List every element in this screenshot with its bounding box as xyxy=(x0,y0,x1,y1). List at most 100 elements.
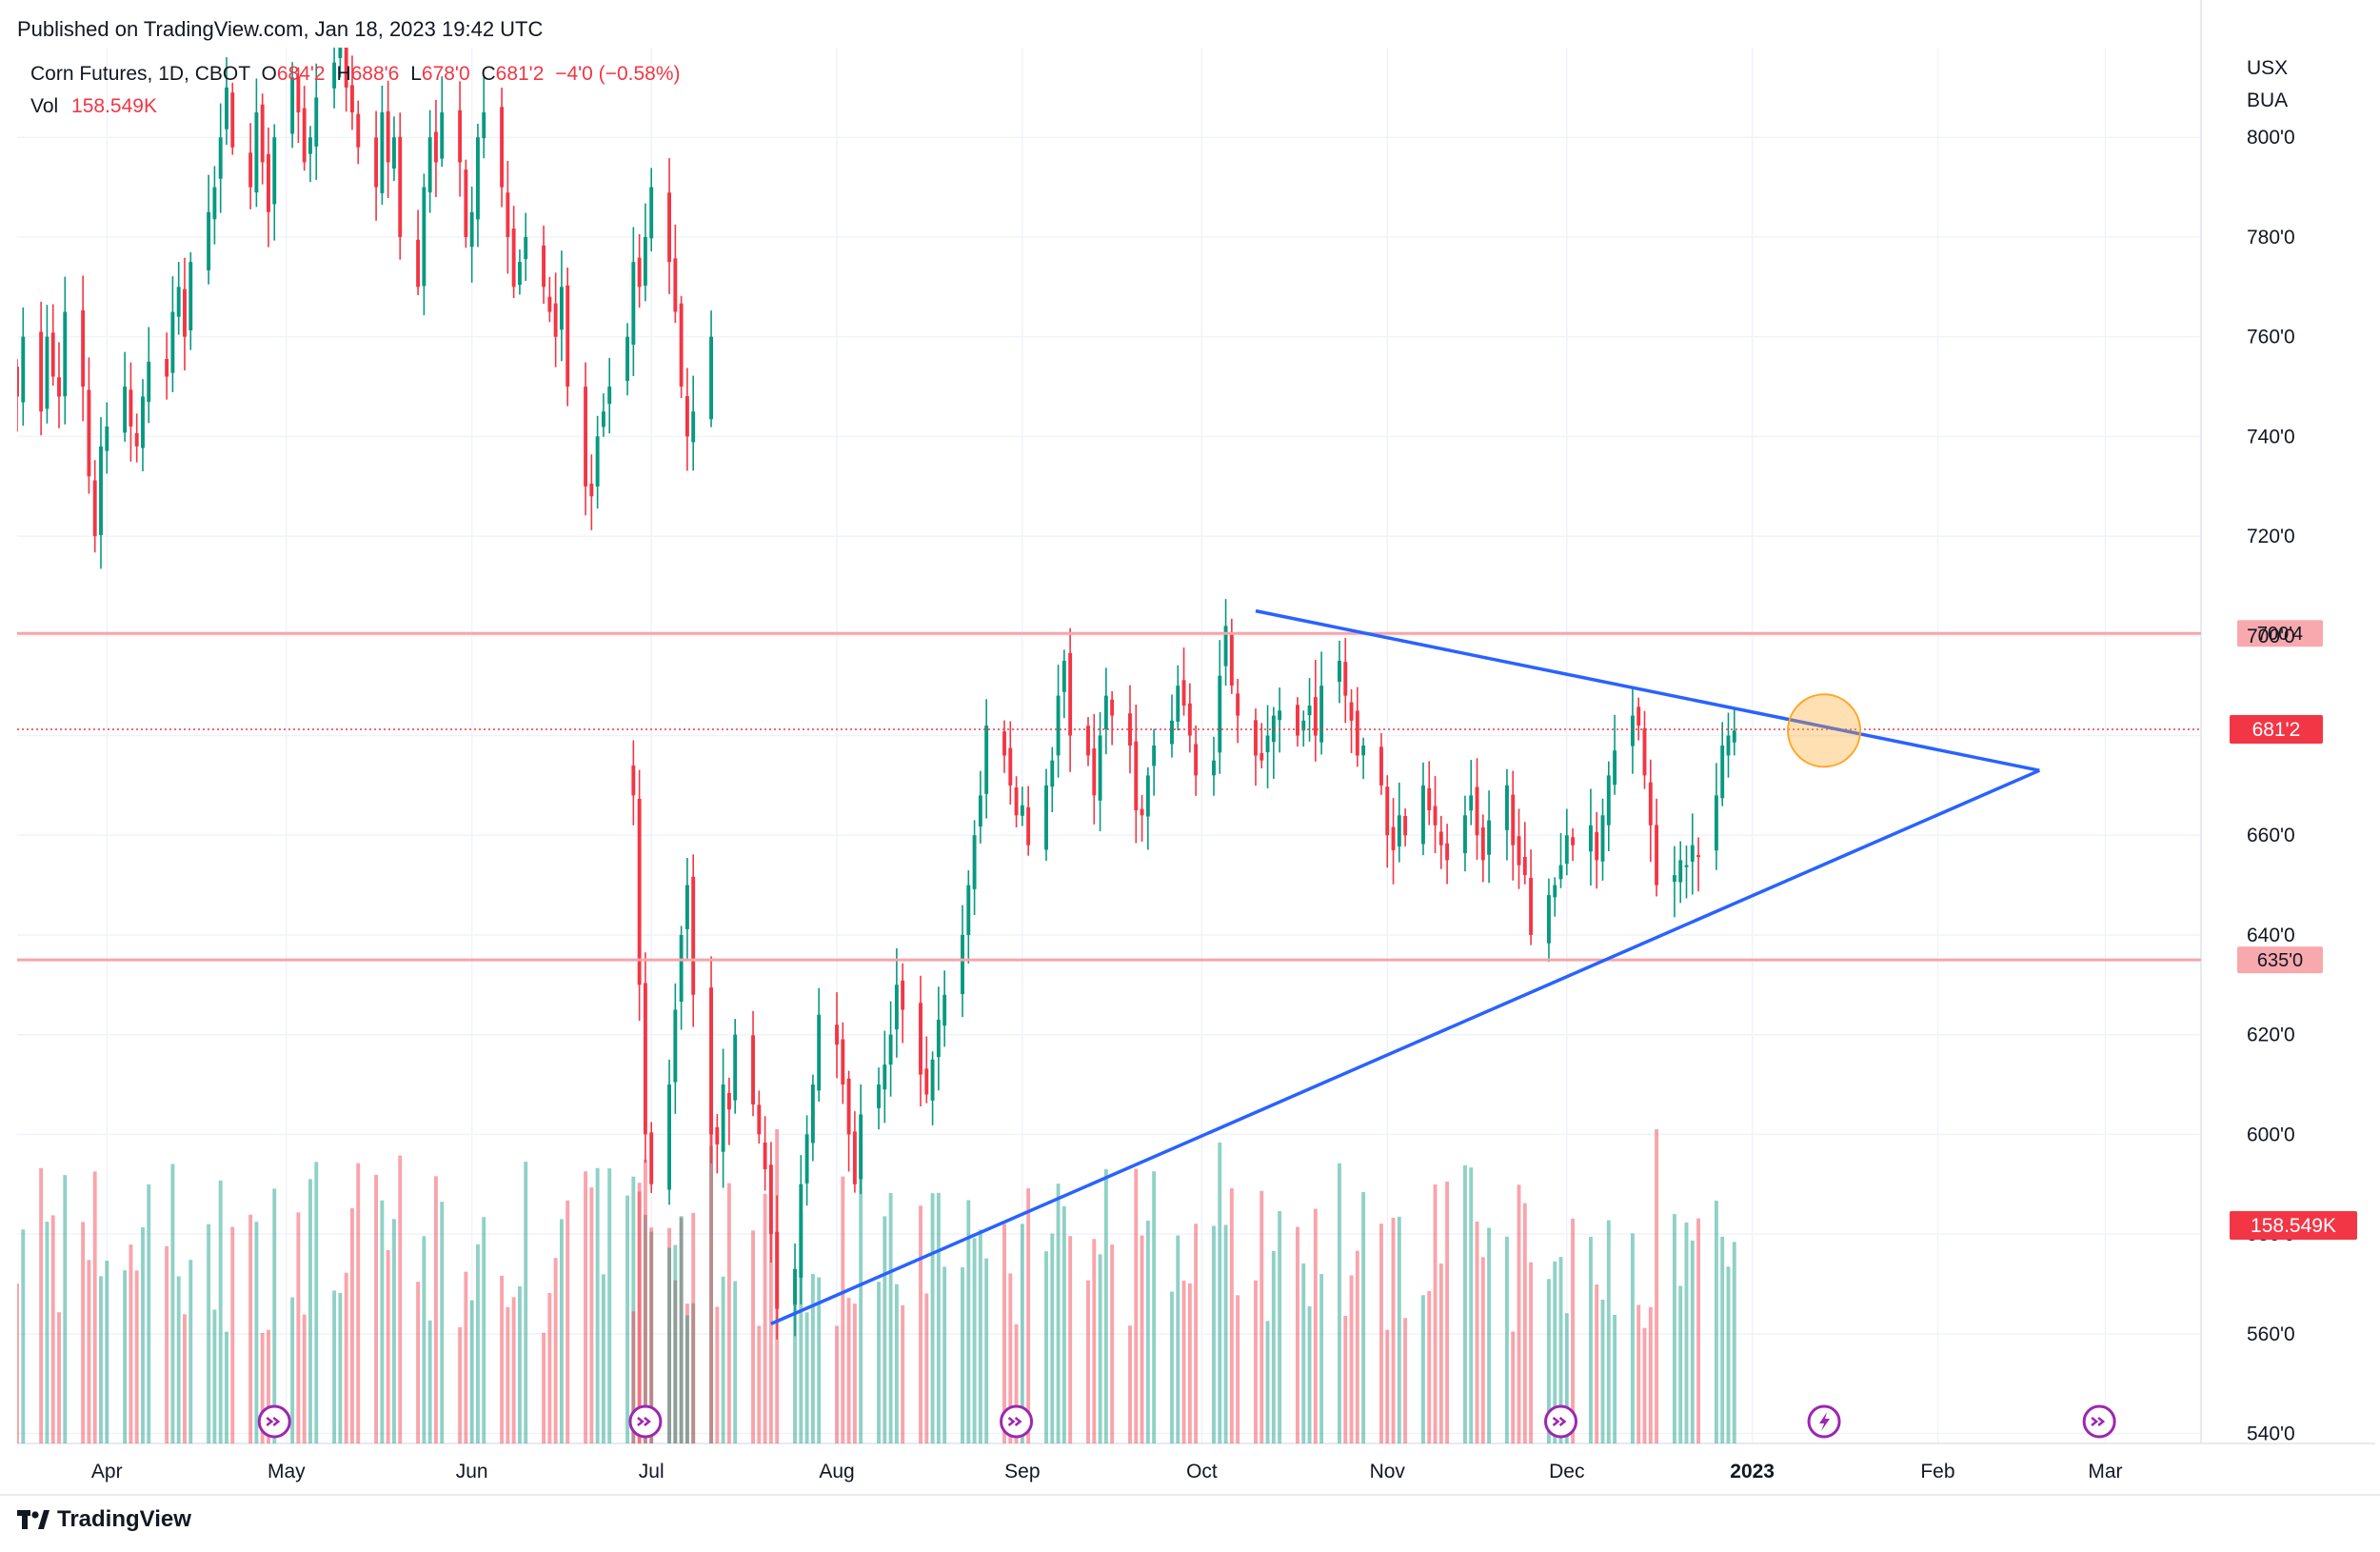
symbol-title[interactable]: Corn Futures, 1D, CBOT xyxy=(30,63,250,85)
volume-bar xyxy=(1338,1163,1341,1443)
volume-bar xyxy=(1026,1187,1031,1443)
volume-bar xyxy=(392,1219,396,1443)
volume-bar xyxy=(673,1244,678,1443)
candle xyxy=(883,1065,887,1090)
candle xyxy=(183,289,187,337)
candle xyxy=(1086,726,1090,756)
volume-bar xyxy=(1655,1129,1659,1443)
price-tick-label: 640'0 xyxy=(2247,925,2295,946)
candle xyxy=(1732,730,1736,743)
volume-bar xyxy=(649,1231,654,1443)
report-event-icon[interactable] xyxy=(1807,1404,1841,1439)
volume-bar xyxy=(643,1159,647,1443)
volume-bar xyxy=(170,1164,175,1443)
candle xyxy=(804,1134,809,1184)
volume-value: 158.549K xyxy=(71,95,157,117)
time-tick-label: Aug xyxy=(819,1461,854,1482)
volume-bar xyxy=(1301,1263,1306,1443)
candle xyxy=(726,1092,731,1110)
volume-bar xyxy=(721,1276,725,1443)
price-tick-label: 660'0 xyxy=(2247,825,2295,846)
candle xyxy=(267,153,270,212)
candle xyxy=(1020,805,1024,816)
candle xyxy=(799,1184,803,1278)
candle xyxy=(1313,697,1318,736)
candle xyxy=(673,1009,678,1083)
volume-bar xyxy=(1236,1295,1240,1443)
last-price-tag xyxy=(2230,714,2323,744)
volume-bar xyxy=(553,1258,558,1443)
volume-bar xyxy=(584,1171,588,1443)
candle xyxy=(1504,785,1509,830)
rollover-event-icon[interactable] xyxy=(1544,1404,1578,1439)
price-tick-label: 700'0 xyxy=(2247,626,2295,647)
last-price-label: 681'2 xyxy=(2252,719,2301,741)
candle xyxy=(475,137,480,220)
candle xyxy=(1068,652,1073,736)
candle xyxy=(380,112,385,193)
volume-bar xyxy=(1678,1285,1683,1443)
volume-bar xyxy=(225,1331,228,1443)
volume-bar xyxy=(416,1282,421,1443)
candle xyxy=(458,109,463,163)
volume-bar xyxy=(1684,1222,1689,1443)
volume-bar xyxy=(817,1277,822,1443)
rollover-event-icon[interactable] xyxy=(257,1404,291,1439)
candle xyxy=(350,85,354,113)
candle xyxy=(1385,786,1390,836)
candle xyxy=(99,446,103,535)
volume-bar xyxy=(1672,1214,1676,1443)
candle xyxy=(691,876,696,995)
footer-logo[interactable]: TradingView xyxy=(17,1506,191,1533)
low-value: 678'0 xyxy=(421,63,470,85)
candle xyxy=(1600,815,1605,862)
rollover-event-icon[interactable] xyxy=(628,1404,663,1439)
volume-bar xyxy=(524,1162,528,1443)
volume-bar xyxy=(691,1212,696,1443)
candle xyxy=(87,389,91,477)
candle xyxy=(1271,715,1276,743)
volume-bar xyxy=(1726,1266,1731,1443)
volume-bar xyxy=(506,1306,510,1443)
volume-bar xyxy=(1014,1323,1019,1443)
candle xyxy=(260,104,265,163)
volume-bar xyxy=(1170,1291,1174,1443)
volume-bar xyxy=(469,1300,474,1443)
candle xyxy=(1522,856,1527,876)
volume-bar xyxy=(1319,1274,1324,1443)
candle xyxy=(1553,885,1557,898)
volume-bar xyxy=(559,1219,564,1443)
volume-bar xyxy=(709,1145,714,1443)
candle xyxy=(422,187,426,287)
candle xyxy=(464,169,468,237)
candle xyxy=(715,1126,720,1144)
candle xyxy=(1595,831,1599,861)
candle xyxy=(1642,727,1647,776)
candle xyxy=(207,211,211,270)
volume-bar xyxy=(1134,1168,1139,1443)
candle xyxy=(1397,815,1401,847)
volume-bar xyxy=(733,1281,738,1443)
price-tick-label: 540'0 xyxy=(2247,1423,2295,1445)
candle xyxy=(1145,775,1150,817)
candle xyxy=(751,1035,755,1104)
price-tick-label: 800'0 xyxy=(2247,127,2295,149)
candle xyxy=(105,426,109,451)
volume-bar xyxy=(511,1297,516,1443)
volume-bar xyxy=(709,1129,714,1443)
candle xyxy=(542,245,546,288)
rollover-event-icon[interactable] xyxy=(2082,1404,2116,1439)
candle xyxy=(637,257,642,288)
volume-bar xyxy=(1529,1262,1534,1443)
candle xyxy=(601,411,605,428)
candle xyxy=(1655,825,1659,885)
published-caption: Published on TradingView.com, Jan 18, 20… xyxy=(17,17,544,41)
rollover-event-icon[interactable] xyxy=(1000,1404,1034,1439)
volume-legend: Vol 158.549K xyxy=(30,95,157,118)
volume-bar xyxy=(883,1216,887,1443)
volume-bar xyxy=(589,1187,594,1443)
volume-bar xyxy=(1421,1295,1425,1443)
volume-bar xyxy=(763,1193,767,1443)
volume-tag xyxy=(2230,1211,2357,1240)
